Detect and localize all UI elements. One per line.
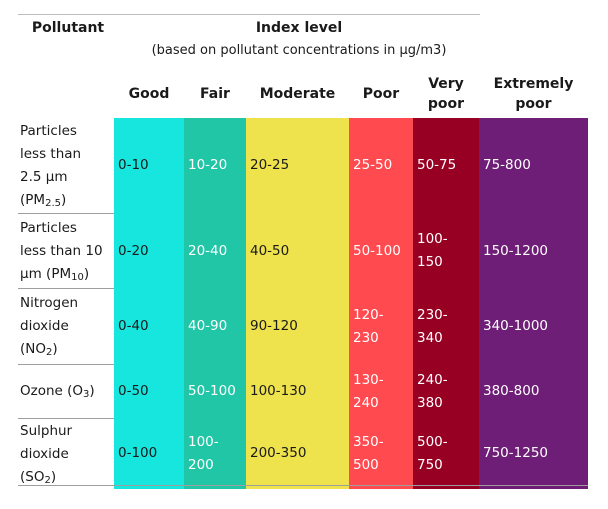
value-cell-fair: 50-100 (184, 364, 246, 419)
pollutant-name: Ozone (O3) (18, 364, 114, 419)
pollutant-subscript: 10 (71, 271, 84, 283)
pollutant-subscript: 2 (44, 474, 51, 486)
pollutant-name-line: Sulphur (20, 422, 73, 439)
value-cell-extremely-poor: 340-1000 (479, 288, 588, 365)
pollutant-abbreviation: PM (51, 265, 72, 282)
value-cell-extremely-poor: 150-1200 (479, 213, 588, 289)
table-row: Sulphur dioxide (SO2) 0-100 100-200 200-350 35… (18, 418, 588, 489)
pollutant-name-line: Nitrogen (20, 295, 79, 311)
pollutant-name-line: dioxide (20, 318, 69, 334)
table-row: Ozone (O3) 0-50 50-100 100-130 130-240 240-38… (18, 364, 588, 419)
value-cell-very-poor: 50-75 (413, 118, 479, 214)
pollutant-name-line: µm (20, 265, 42, 282)
pollutant-name-line: Particles (20, 122, 77, 139)
pollutant-name-line: Particles (20, 219, 77, 236)
value-cell-good: 0-40 (114, 288, 184, 365)
value-cell-poor: 120-230 (349, 288, 413, 365)
index-level-header: Index level (255, 20, 343, 36)
value-cell-poor: 50-100 (349, 213, 413, 289)
pollutant-subscript: 2 (46, 347, 53, 358)
index-grid: Particles less than 2.5 µm (PM2.5) 0-10 10-20… (18, 118, 588, 489)
header-rule (18, 14, 480, 15)
pollutant-column-header: Pollutant (31, 20, 105, 36)
table-row: Particles less than 2.5 µm (PM2.5) 0-10 10-20… (18, 118, 588, 214)
value-cell-moderate: 100-130 (246, 364, 349, 419)
pollutant-abbreviation: NO (25, 341, 47, 357)
pollutant-subscript: 3 (83, 389, 90, 400)
pollutant-name-line: Ozone (20, 383, 63, 399)
value-cell-very-poor: 100-150 (413, 213, 479, 289)
value-cell-good: 0-20 (114, 213, 184, 289)
pollutant-name: Nitrogen dioxide (NO2) (18, 288, 114, 365)
value-cell-poor: 25-50 (349, 118, 413, 214)
value-cell-good: 0-10 (114, 118, 184, 214)
index-level-subtitle: (based on pollutant concentrations in µg… (151, 43, 447, 58)
pollutant-name-line: less than (20, 145, 82, 162)
pollutant-name: Particles less than 2.5 µm (PM2.5) (18, 118, 114, 214)
value-cell-poor: 130-240 (349, 364, 413, 419)
pollutant-name: Sulphur dioxide (SO2) (18, 418, 114, 489)
pollutant-abbreviation: SO (25, 468, 45, 485)
value-cell-moderate: 40-50 (246, 213, 349, 289)
level-header-extremely-poor: Extremely poor (493, 76, 574, 112)
value-cell-very-poor: 240-380 (413, 364, 479, 419)
pollutant-subscript: 2.5 (45, 197, 61, 209)
value-cell-extremely-poor: 380-800 (479, 364, 588, 419)
pollutant-abbreviation: O (72, 383, 84, 399)
value-cell-extremely-poor: 75-800 (479, 118, 588, 214)
level-header-good: Good (128, 86, 170, 102)
value-cell-very-poor: 500-750 (413, 418, 479, 489)
pollutant-abbreviation: PM (25, 191, 46, 208)
value-cell-poor: 350-500 (349, 418, 413, 489)
table-bottom-rule (18, 485, 588, 486)
pollutant-name-line: less than 10 (20, 242, 103, 259)
value-cell-fair: 10-20 (184, 118, 246, 214)
value-cell-moderate: 90-120 (246, 288, 349, 365)
value-cell-moderate: 20-25 (246, 118, 349, 214)
pollutant-name-line: 2.5 µm (20, 168, 68, 185)
value-cell-fair: 100-200 (184, 418, 246, 489)
level-header-fair: Fair (200, 86, 230, 102)
table-row: Nitrogen dioxide (NO2) 0-40 40-90 90-120 120-2… (18, 288, 588, 365)
value-cell-extremely-poor: 750-1250 (479, 418, 588, 489)
value-cell-good: 0-100 (114, 418, 184, 489)
pollutant-name-line: dioxide (20, 445, 69, 462)
table-row: Particles less than 10 µm (PM10) 0-20 20-40 4… (18, 213, 588, 289)
level-header-very-poor: Very poor (427, 76, 465, 112)
level-header-poor: Poor (362, 86, 400, 102)
pollutant-name: Particles less than 10 µm (PM10) (18, 213, 114, 289)
value-cell-moderate: 200-350 (246, 418, 349, 489)
value-cell-very-poor: 230-340 (413, 288, 479, 365)
value-cell-good: 0-50 (114, 364, 184, 419)
value-cell-fair: 20-40 (184, 213, 246, 289)
level-header-moderate: Moderate (259, 86, 336, 102)
value-cell-fair: 40-90 (184, 288, 246, 365)
